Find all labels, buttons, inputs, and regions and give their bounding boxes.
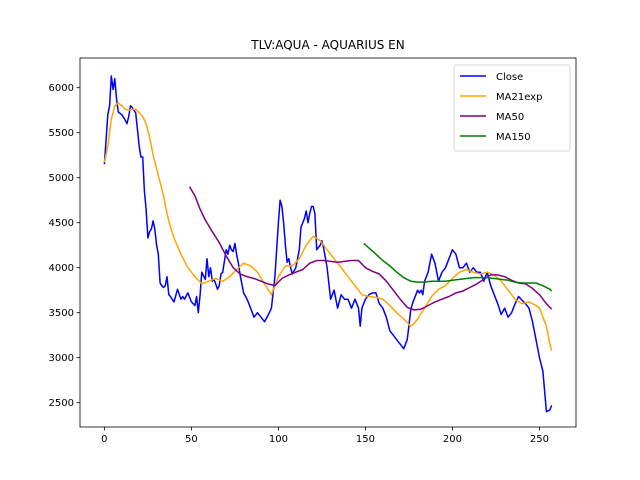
y-tick-label: 3500 xyxy=(49,308,74,319)
x-tick-label: 200 xyxy=(443,434,462,445)
y-tick-label: 4000 xyxy=(49,263,74,274)
legend-label-ma21exp: MA21exp xyxy=(496,92,542,103)
series-line-ma50 xyxy=(188,186,553,311)
series-group xyxy=(103,75,553,413)
y-tick-label: 5500 xyxy=(49,128,74,139)
y-tick-label: 3000 xyxy=(49,353,74,364)
y-tick-label: 5000 xyxy=(49,173,74,184)
x-tick-label: 0 xyxy=(101,434,107,445)
x-tick-label: 50 xyxy=(185,434,198,445)
x-tick-label: 150 xyxy=(356,434,375,445)
chart-title: TLV:AQUA - AQUARIUS EN xyxy=(250,38,404,52)
legend-label-close: Close xyxy=(496,72,523,83)
x-tick-label: 250 xyxy=(530,434,549,445)
y-tick-label: 6000 xyxy=(49,83,74,94)
y-tick-label: 2500 xyxy=(49,398,74,409)
series-line-close xyxy=(103,75,553,413)
legend-label-ma50: MA50 xyxy=(496,112,524,123)
series-line-ma21exp xyxy=(103,102,553,351)
x-tick-label: 100 xyxy=(269,434,288,445)
axes-frame xyxy=(79,57,577,428)
series-line-ma150 xyxy=(363,242,553,292)
legend-label-ma150: MA150 xyxy=(496,132,531,143)
legend-box xyxy=(453,64,571,152)
axis-ticks: 0 50 100 150 200 250 2500 3000 3500 4000 4500 5000 5… xyxy=(49,83,549,445)
legend: Close MA21exp MA50 MA150 xyxy=(453,64,571,152)
plot-area xyxy=(103,75,553,413)
y-tick-label: 4500 xyxy=(49,218,74,229)
